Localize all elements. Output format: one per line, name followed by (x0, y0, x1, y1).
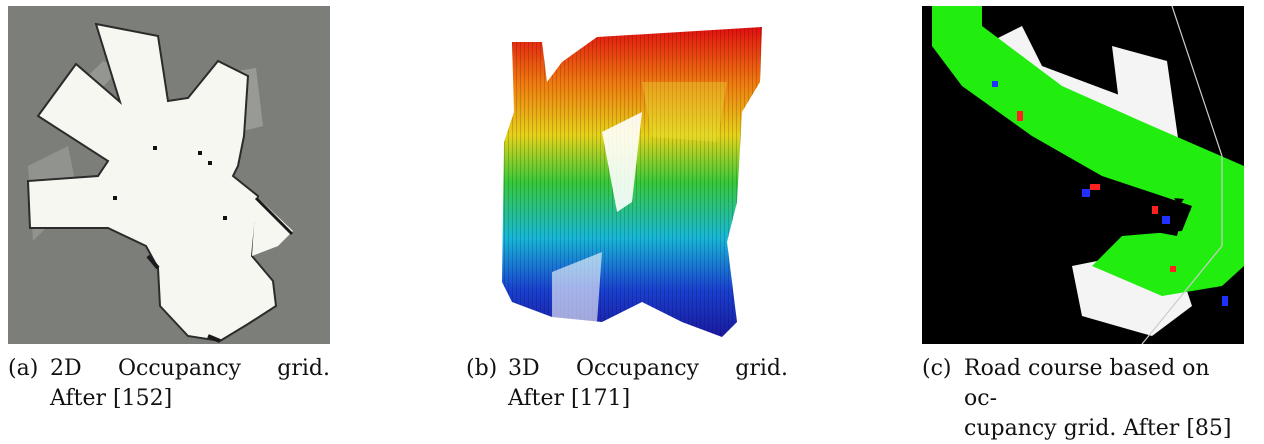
caption-a-line1: 2D Occupancy grid. (50, 356, 330, 381)
caption-c-line1: Road course based on oc- (964, 356, 1210, 411)
caption-b-line2: After [171] (508, 386, 631, 411)
caption-a-tag: (a) (8, 356, 39, 381)
figure-c-road-course (922, 6, 1244, 344)
caption-c-tag: (c) (922, 356, 952, 381)
caption-a-line2: After [152] (50, 386, 173, 411)
caption-b: (b) 3D Occupancy grid. After [171] (466, 354, 788, 414)
occupancy-2d-image (26, 22, 294, 343)
caption-c-line2: cupancy grid. After [85] (964, 416, 1232, 441)
caption-c: (c) Road course based on oc- cupancy gri… (922, 354, 1244, 444)
occupancy-3d-image (502, 27, 762, 337)
figure-b-3d-occupancy-grid (492, 22, 782, 340)
caption-a: (a) 2D Occupancy grid. After [152] (8, 354, 330, 414)
road-course-image (932, 6, 1244, 344)
caption-b-line1: 3D Occupancy grid. (508, 356, 788, 381)
figure-a-2d-occupancy-grid (8, 6, 330, 344)
caption-b-tag: (b) (466, 356, 498, 381)
